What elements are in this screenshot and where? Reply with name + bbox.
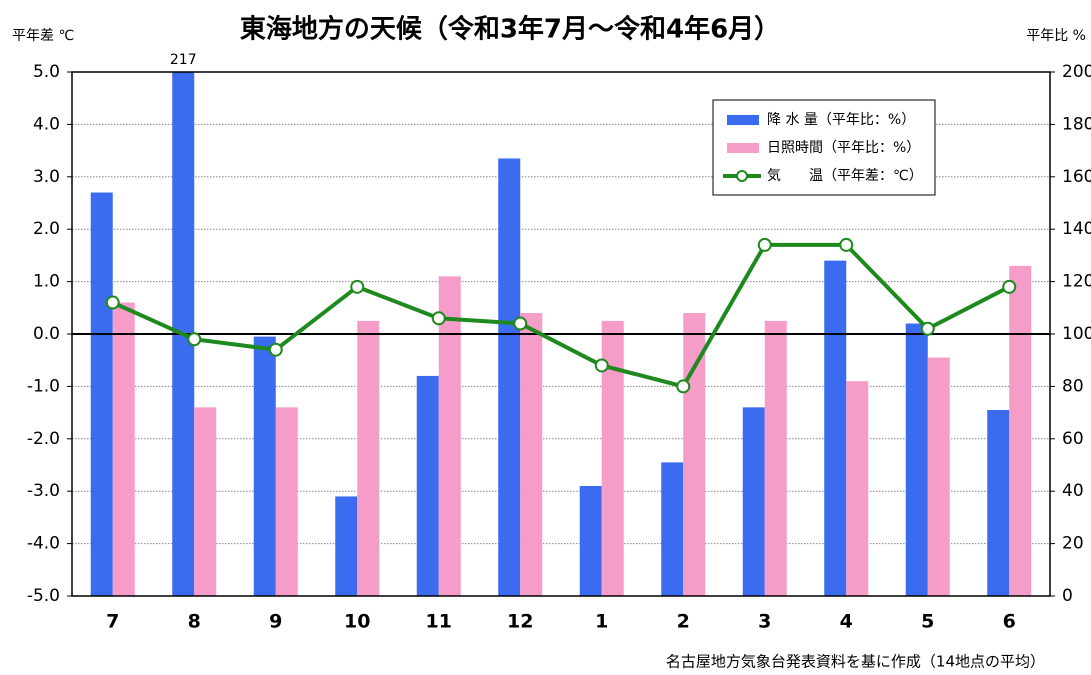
line-marker <box>350 279 365 294</box>
x-tick-label: 10 <box>344 611 370 633</box>
line-marker <box>268 342 283 357</box>
y-tick-label: -5.0 <box>27 586 60 606</box>
y-tick-label: 0.0 <box>33 324 60 344</box>
bar <box>520 313 543 596</box>
y-tick-label: 4.0 <box>33 114 60 134</box>
line-marker <box>105 295 120 310</box>
line-marker <box>757 237 772 252</box>
y2-tick-label: 20 <box>1062 534 1084 554</box>
bar <box>846 381 869 596</box>
y2-tick-label: 180 <box>1062 114 1091 134</box>
bar <box>927 357 950 596</box>
line-marker <box>431 311 446 326</box>
legend-swatch <box>727 115 759 125</box>
chart-title: 東海地方の天候（令和3年7月～令和4年6月） <box>240 14 780 45</box>
x-tick-label: 7 <box>106 611 119 633</box>
bar <box>194 407 217 596</box>
y2-tick-label: 120 <box>1062 272 1091 292</box>
y-tick-label: 5.0 <box>33 62 60 82</box>
bar <box>764 320 787 596</box>
y2-tick-label: 0 <box>1062 586 1073 606</box>
bar <box>579 485 602 596</box>
y-axis-label: 平年差 ℃ <box>12 28 74 44</box>
y2-tick-label: 100 <box>1062 324 1091 344</box>
x-tick-label: 9 <box>269 611 282 633</box>
y2-tick-label: 140 <box>1062 219 1091 239</box>
line-marker <box>676 379 691 394</box>
bar <box>905 323 928 596</box>
x-tick-label: 3 <box>758 611 771 633</box>
bar <box>172 72 195 596</box>
y-tick-label: -3.0 <box>27 481 60 501</box>
temperature-line <box>111 242 1011 389</box>
bar <box>824 260 847 596</box>
y2-axis-label: 平年比 % <box>1026 28 1086 44</box>
bar <box>1009 265 1032 596</box>
bar <box>601 320 624 596</box>
y-tick-label: 2.0 <box>33 219 60 239</box>
y-tick-label: -4.0 <box>27 534 60 554</box>
x-tick-label: 6 <box>1003 611 1016 633</box>
line-marker <box>187 332 202 347</box>
data-label: 217 <box>170 52 197 68</box>
x-tick-label: 8 <box>188 611 201 633</box>
bar <box>112 302 135 596</box>
bar <box>416 375 439 596</box>
line-marker <box>839 237 854 252</box>
y2-tick-label: 160 <box>1062 167 1091 187</box>
bar <box>357 320 380 596</box>
line-marker <box>594 358 609 373</box>
bar <box>253 336 276 596</box>
legend-swatch <box>727 143 759 153</box>
line-marker <box>513 316 528 331</box>
x-tick-label: 12 <box>507 611 533 633</box>
bar <box>498 158 521 596</box>
y2-tick-label: 200 <box>1062 62 1091 82</box>
bar <box>275 407 298 596</box>
legend-marker <box>736 170 748 182</box>
y-tick-label: -2.0 <box>27 429 60 449</box>
plot-area <box>90 72 1032 596</box>
line-marker <box>920 321 935 336</box>
bar <box>661 462 684 596</box>
y2-tick-label: 40 <box>1062 481 1084 501</box>
x-tick-label: 11 <box>426 611 452 633</box>
y2-tick-label: 60 <box>1062 429 1084 449</box>
y-tick-label: 3.0 <box>33 167 60 187</box>
y2-tick-label: 80 <box>1062 376 1084 396</box>
legend-label: 気 温（平年差：℃） <box>767 168 923 184</box>
plot-frame <box>71 71 1051 597</box>
bar <box>90 192 113 596</box>
bar <box>742 407 765 596</box>
x-tick-label: 2 <box>677 611 690 633</box>
y-tick-label: -1.0 <box>27 376 60 396</box>
x-tick-label: 5 <box>921 611 934 633</box>
bar <box>987 409 1010 596</box>
bar <box>335 496 358 596</box>
bar <box>438 276 461 596</box>
legend-label: 降 水 量（平年比：%） <box>767 112 915 128</box>
x-tick-label: 4 <box>840 611 853 633</box>
legend-label: 日照時間（平年比：%） <box>767 140 920 156</box>
source-note: 名古屋地方気象台発表資料を基に作成（14地点の平均） <box>666 653 1045 671</box>
x-tick-label: 1 <box>595 611 608 633</box>
line-marker <box>1002 279 1017 294</box>
y-tick-label: 1.0 <box>33 272 60 292</box>
